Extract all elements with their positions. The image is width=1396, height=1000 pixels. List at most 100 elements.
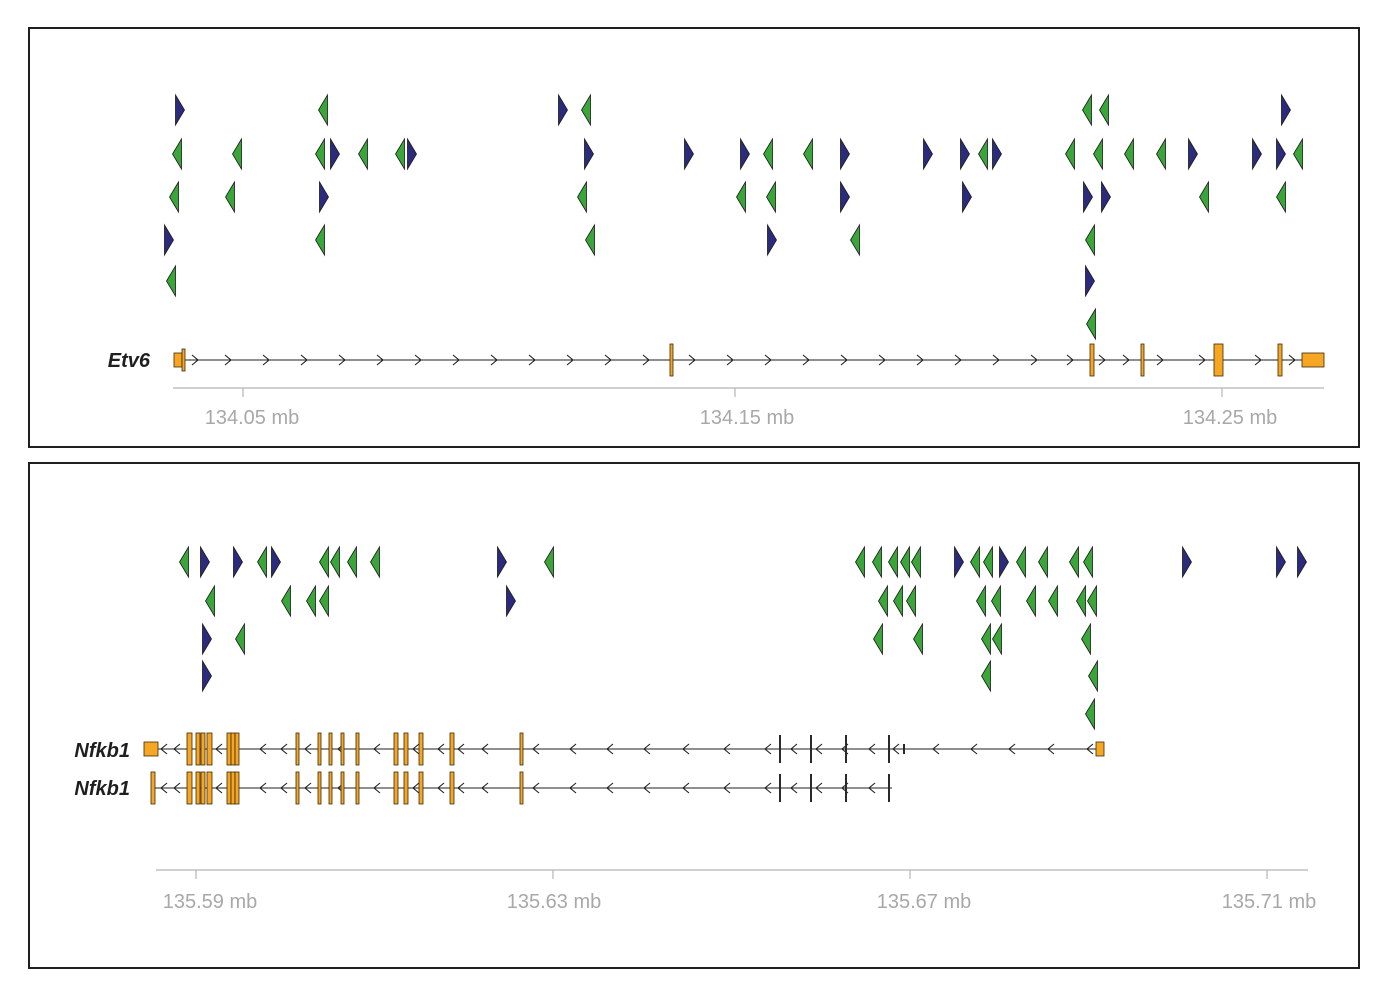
strand-chevron xyxy=(490,354,498,366)
reverse-motif-arrow xyxy=(763,137,773,171)
forward-motif-arrow xyxy=(506,584,516,618)
etv6-track-panel: Etv6 134.05 mb 134.15 mb 134.25 mb xyxy=(28,27,1360,448)
exon-block xyxy=(230,732,236,766)
strand-chevron xyxy=(373,743,381,755)
reverse-motif-arrow xyxy=(358,137,368,171)
strand-chevron xyxy=(437,782,445,794)
strand-chevron xyxy=(604,354,612,366)
reverse-motif-arrow xyxy=(205,584,215,618)
exon-block xyxy=(669,343,674,377)
strand-chevron xyxy=(280,743,288,755)
reverse-motif-arrow xyxy=(319,545,329,579)
strand-chevron xyxy=(566,354,574,366)
strand-chevron xyxy=(532,782,540,794)
exon-block xyxy=(206,732,213,766)
exon-block xyxy=(1301,352,1325,368)
reverse-motif-arrow xyxy=(225,180,235,214)
forward-motif-arrow xyxy=(767,223,777,257)
forward-motif-arrow xyxy=(684,137,694,171)
axis-tick-label: 134.25 mb xyxy=(1183,407,1278,429)
strand-chevron xyxy=(764,782,772,794)
strand-chevron xyxy=(682,743,690,755)
strand-chevron xyxy=(688,354,696,366)
forward-motif-arrow xyxy=(999,545,1009,579)
exon-block xyxy=(418,771,424,805)
exon-block xyxy=(206,771,213,805)
exon-block xyxy=(226,732,232,766)
strand-chevron xyxy=(481,782,489,794)
reverse-motif-arrow xyxy=(1016,545,1026,579)
reverse-motif-arrow xyxy=(803,137,813,171)
forward-motif-arrow xyxy=(233,545,243,579)
strand-chevron xyxy=(606,743,614,755)
reverse-motif-arrow xyxy=(991,584,1001,618)
axis-tick-label: 135.59 mb xyxy=(163,891,258,913)
exon-block xyxy=(173,352,183,368)
forward-motif-arrow xyxy=(200,545,210,579)
exon-block xyxy=(340,732,345,766)
strand-chevron xyxy=(815,782,823,794)
exon-block xyxy=(519,732,524,766)
reverse-motif-arrow xyxy=(1093,137,1103,171)
exon-block xyxy=(519,771,524,805)
strand-chevron xyxy=(723,782,731,794)
forward-motif-arrow xyxy=(164,223,174,257)
axis-tick-label: 134.15 mb xyxy=(700,407,795,429)
etv6-gene-label: Etv6 xyxy=(108,350,151,372)
strand-chevron xyxy=(481,743,489,755)
strand-chevron xyxy=(643,743,651,755)
reverse-motif-arrow xyxy=(900,545,910,579)
nfkb1-transcript-model-1 xyxy=(143,732,1105,766)
forward-motif-arrow xyxy=(1101,180,1111,214)
axis-tick-label: 135.67 mb xyxy=(877,891,972,913)
strand-chevron xyxy=(726,354,734,366)
strand-chevron xyxy=(452,354,460,366)
strand-chevron xyxy=(412,743,420,755)
reverse-motif-arrow xyxy=(179,545,189,579)
exon-block xyxy=(355,771,360,805)
reverse-motif-arrow xyxy=(1038,545,1048,579)
reverse-motif-arrow xyxy=(1085,697,1095,731)
reverse-motif-arrow xyxy=(1065,137,1075,171)
forward-motif-arrow xyxy=(954,545,964,579)
strand-chevron xyxy=(259,782,267,794)
forward-motif-arrow xyxy=(992,137,1002,171)
reverse-motif-arrow xyxy=(766,180,776,214)
strand-chevron xyxy=(868,782,876,794)
axis-tick-label: 135.71 mb xyxy=(1222,891,1317,913)
reverse-motif-arrow xyxy=(281,584,291,618)
reverse-motif-arrow xyxy=(1088,659,1098,693)
reverse-motif-arrow xyxy=(370,545,380,579)
exon-block xyxy=(195,732,201,766)
reverse-motif-arrow xyxy=(172,137,182,171)
reverse-motif-arrow xyxy=(232,137,242,171)
forward-motif-arrow xyxy=(960,137,970,171)
exon-block xyxy=(1140,343,1145,377)
reverse-motif-arrow xyxy=(1099,93,1109,127)
reverse-motif-arrow xyxy=(978,137,988,171)
reverse-motif-arrow xyxy=(577,180,587,214)
strand-chevron xyxy=(173,782,181,794)
strand-chevron xyxy=(802,354,810,366)
exon-block xyxy=(181,348,186,372)
exon-block xyxy=(340,771,345,805)
reverse-motif-arrow xyxy=(913,622,923,656)
etv6-track-svg: Etv6 134.05 mb 134.15 mb 134.25 mb xyxy=(108,93,1325,429)
nfkb1-transcript-model-2 xyxy=(150,771,892,805)
reverse-motif-arrow xyxy=(1199,180,1209,214)
reverse-motif-arrow xyxy=(855,545,865,579)
reverse-motif-arrow xyxy=(976,584,986,618)
forward-motif-arrow xyxy=(330,137,340,171)
reverse-motif-arrow xyxy=(318,93,328,127)
strand-chevron xyxy=(414,354,422,366)
reverse-motif-arrow xyxy=(235,622,245,656)
strand-chevron xyxy=(215,743,223,755)
reverse-motif-arrow xyxy=(169,180,179,214)
forward-motif-arrow xyxy=(1083,180,1093,214)
reverse-motif-arrow xyxy=(1081,622,1091,656)
strand-chevron xyxy=(532,743,540,755)
exon-block xyxy=(295,732,300,766)
forward-motif-arrow xyxy=(202,622,212,656)
forward-motif-arrow xyxy=(497,545,507,579)
strand-chevron xyxy=(173,743,181,755)
